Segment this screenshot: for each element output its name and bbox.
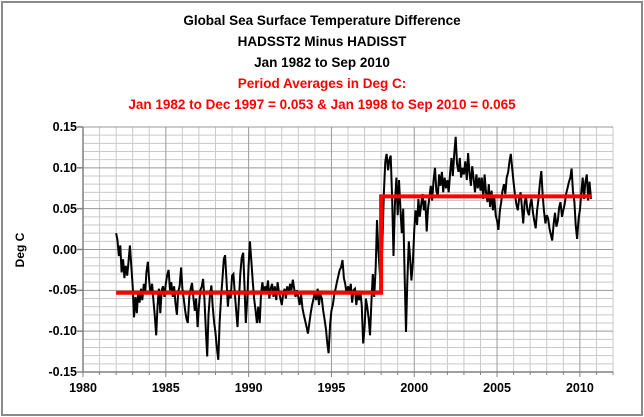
y-tick-label: -0.05 [48, 283, 78, 298]
chart-subtitle-red-line-1: Period Averages in Deg C: [237, 76, 407, 91]
chart-subtitle-red-line-2: Jan 1982 to Dec 1997 = 0.053 & Jan 1998 … [128, 97, 516, 112]
x-tick-label: 1995 [317, 381, 346, 395]
x-tick-label: 1990 [234, 381, 263, 395]
chart-title-line-2: HADSST2 Minus HADISST [237, 34, 407, 49]
chart-title-block: Global Sea Surface Temperature Differenc… [0, 10, 644, 115]
data-series-line [115, 136, 592, 360]
y-tick-label: 0.00 [52, 242, 77, 257]
y-tick-label: 0.15 [52, 120, 77, 134]
x-tick-label: 2000 [400, 381, 429, 395]
y-tick-label: 0.05 [52, 201, 77, 216]
x-tick-label: 2010 [565, 381, 594, 395]
chart-title-line-1: Global Sea Surface Temperature Differenc… [183, 13, 461, 28]
x-tick-label: 2005 [483, 381, 511, 395]
x-tick-label: 1985 [151, 381, 180, 395]
y-tick-label: -0.10 [48, 324, 78, 339]
y-tick-label: 0.10 [52, 160, 77, 175]
x-tick-label: 1980 [69, 381, 97, 395]
y-tick-label: -0.15 [48, 365, 78, 379]
period-average-line [116, 194, 592, 295]
chart-title-line-3: Jan 1982 to Sep 2010 [254, 55, 390, 70]
